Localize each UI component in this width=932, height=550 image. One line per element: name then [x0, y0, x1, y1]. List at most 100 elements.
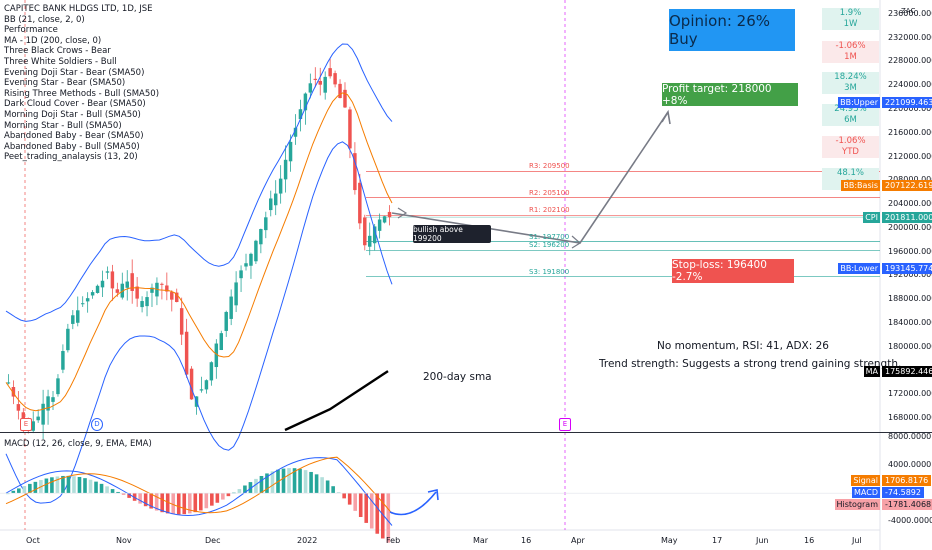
pivot-label: S3: 191800: [529, 267, 570, 276]
macd-tag-value: -74.5892: [882, 487, 924, 498]
indicator-item[interactable]: BB (21, close, 2, 0): [4, 14, 85, 25]
candle-body: [273, 193, 278, 206]
macd-histogram-bar: [254, 478, 258, 494]
momentum-note: No momentum, RSI: 41, ADX: 26: [657, 340, 829, 352]
performance-period: 3M: [844, 83, 857, 93]
macd-histogram-bar: [88, 479, 93, 494]
earnings-event-icon-future[interactable]: E: [559, 418, 571, 431]
price-tick: 196000.0000: [888, 246, 932, 256]
macd-histogram-bar: [375, 493, 380, 534]
candle-body: [80, 303, 85, 305]
time-tick: Jul: [852, 536, 862, 545]
performance-value: -1.06%: [835, 136, 866, 146]
macd-histogram-bar: [303, 470, 308, 494]
indicator-item[interactable]: Dark Cloud Cover - Bear (SMA50): [4, 99, 146, 110]
candle-body: [90, 292, 95, 296]
indicator-item[interactable]: Abandoned Baby - Bear (SMA50): [4, 131, 144, 142]
macd-histogram-bar: [298, 468, 302, 494]
candle-body: [269, 198, 273, 211]
macd-histogram-bar: [116, 491, 120, 494]
macd-histogram-bar: [154, 493, 159, 511]
price-tick: 208000.0000: [888, 175, 932, 184]
candle-body: [85, 298, 90, 302]
candle-body: [51, 397, 55, 402]
dividend-event-icon[interactable]: D: [91, 418, 103, 431]
candle-body: [199, 389, 204, 391]
macd-histogram-bar: [11, 490, 16, 494]
candle-body: [174, 292, 179, 303]
macd-histogram-bar: [281, 468, 286, 494]
price-tick: 172000.0000: [888, 389, 932, 399]
macd-histogram-bar: [193, 493, 198, 513]
indicator-item[interactable]: Three White Soldiers - Bull: [4, 56, 117, 67]
indicator-item[interactable]: Evening Doji Star - Bear (SMA50): [4, 67, 145, 78]
pane-separator[interactable]: [0, 432, 932, 433]
price-tag-value: 221099.4638: [882, 96, 932, 108]
candle-body: [16, 404, 21, 411]
price-tag-name: MA: [863, 365, 880, 377]
ma200-line: [284, 370, 389, 432]
macd-histogram-bar: [66, 475, 71, 494]
macd-histogram-bar: [110, 489, 115, 494]
macd-histogram-bar: [265, 473, 269, 494]
indicator-item[interactable]: Evening Star - Bear (SMA50): [4, 78, 126, 89]
candle-body: [31, 421, 35, 431]
macd-histogram-bar: [226, 493, 231, 497]
macd-histogram-bar: [325, 480, 330, 494]
candle-body: [56, 378, 60, 395]
performance-value: -1.06%: [835, 41, 866, 51]
projection-mid-arrow: [571, 235, 582, 249]
performance-period: 6M: [844, 115, 857, 125]
macd-histogram-bar: [55, 476, 60, 494]
candle-body: [377, 219, 382, 231]
time-tick: 16: [804, 536, 815, 545]
macd-histogram-bar: [182, 493, 187, 515]
candle-body: [115, 289, 120, 293]
macd-histogram-bar: [386, 493, 391, 543]
candle-body: [328, 68, 332, 77]
candle-body: [6, 382, 11, 384]
time-tick: 16: [521, 536, 532, 545]
candle-body: [254, 240, 258, 262]
candle-body: [150, 287, 154, 293]
macd-histogram-bar: [215, 493, 220, 503]
trend-note: Trend strength: Suggests a strong trend …: [599, 358, 902, 370]
indicator-item[interactable]: Peet_trading_analaysis (13, 20): [4, 152, 138, 163]
candle-body: [343, 89, 347, 108]
macd-histogram-bar: [314, 474, 319, 494]
candle-body: [313, 78, 318, 80]
indicator-item[interactable]: Abandoned Baby - Bull (SMA50): [4, 141, 140, 152]
macd-histogram-bar: [369, 493, 374, 529]
candle-body: [165, 285, 169, 292]
candle-body: [189, 368, 194, 400]
indicator-item[interactable]: Performance: [4, 25, 58, 36]
candle-body: [259, 229, 263, 245]
candle-body: [71, 315, 75, 324]
macd-histogram-bar: [94, 481, 98, 494]
macd-histogram-bar: [358, 493, 363, 517]
indicator-item[interactable]: MA - 1D (200, close, 0): [4, 35, 102, 46]
candle-body: [204, 380, 209, 390]
candle-body: [318, 80, 322, 85]
performance-cell: 24.93% 6M: [822, 104, 879, 126]
macd-histogram-bar: [6, 493, 10, 495]
indicator-item[interactable]: Morning Doji Star - Bull (SMA50): [4, 109, 141, 120]
candle-body: [66, 328, 70, 351]
performance-cell: -1.06% 1M: [822, 41, 879, 63]
indicator-item[interactable]: Morning Star - Bull (SMA50): [4, 120, 122, 131]
indicator-item[interactable]: Three Black Crows - Bear: [4, 46, 111, 57]
price-tag-name: BB:Lower: [838, 263, 880, 275]
performance-value: 48.1%: [836, 168, 864, 178]
macd-histogram-bar: [127, 493, 131, 498]
macd-histogram-bar: [187, 493, 192, 514]
candle-body: [21, 412, 26, 422]
price-tick: 168000.0000: [888, 413, 932, 423]
candle-body: [61, 351, 65, 370]
indicator-item[interactable]: Rising Three Methods - Bull (SMA50): [4, 88, 160, 99]
macd-histogram-bar: [17, 488, 21, 494]
candle-body: [358, 182, 362, 224]
performance-cell: 1.9% 1W: [822, 8, 879, 30]
earnings-event-icon[interactable]: E: [20, 418, 32, 431]
candle-body: [41, 403, 45, 425]
